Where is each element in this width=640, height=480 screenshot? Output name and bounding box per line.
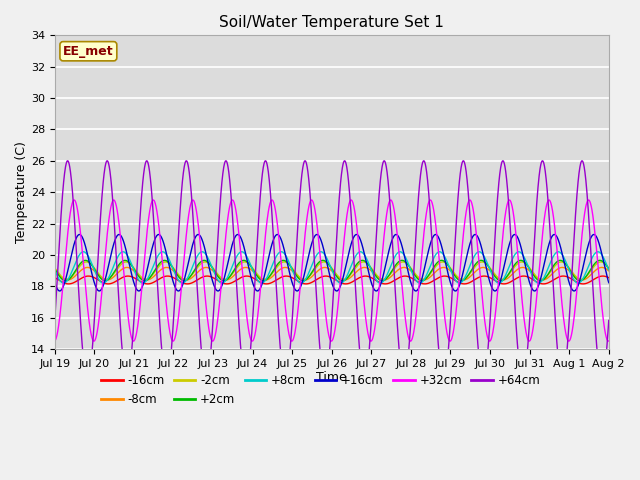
- +64cm: [263, 162, 271, 168]
- +32cm: [115, 214, 122, 219]
- -16cm: [65, 281, 72, 287]
- -2cm: [287, 264, 295, 270]
- -8cm: [263, 277, 271, 283]
- -2cm: [264, 276, 271, 281]
- -16cm: [51, 275, 59, 280]
- -8cm: [287, 267, 295, 273]
- +64cm: [114, 283, 122, 288]
- Text: EE_met: EE_met: [63, 45, 114, 58]
- -8cm: [147, 276, 155, 282]
- -8cm: [534, 276, 542, 282]
- -16cm: [534, 280, 542, 286]
- -16cm: [595, 274, 602, 280]
- +16cm: [51, 280, 59, 286]
- +64cm: [499, 158, 507, 164]
- +32cm: [595, 265, 602, 271]
- +64cm: [534, 179, 542, 184]
- -16cm: [605, 275, 612, 280]
- +16cm: [95, 288, 103, 294]
- +2cm: [534, 277, 542, 283]
- +64cm: [321, 377, 329, 383]
- -2cm: [201, 259, 209, 265]
- -8cm: [499, 277, 507, 283]
- Line: +16cm: +16cm: [55, 235, 609, 291]
- +32cm: [70, 197, 78, 203]
- +64cm: [595, 360, 602, 366]
- Title: Soil/Water Temperature Set 1: Soil/Water Temperature Set 1: [220, 15, 444, 30]
- +8cm: [595, 249, 602, 255]
- +2cm: [81, 257, 89, 263]
- -2cm: [595, 260, 602, 265]
- -8cm: [595, 265, 602, 271]
- +2cm: [605, 266, 612, 272]
- Line: +32cm: +32cm: [55, 200, 609, 341]
- Line: -2cm: -2cm: [55, 262, 609, 279]
- +8cm: [147, 269, 155, 275]
- -2cm: [380, 276, 387, 282]
- +64cm: [287, 332, 295, 338]
- +2cm: [264, 276, 271, 282]
- -16cm: [287, 275, 295, 280]
- -8cm: [114, 270, 122, 276]
- +16cm: [115, 232, 122, 238]
- Line: +64cm: +64cm: [55, 161, 609, 380]
- +8cm: [51, 267, 59, 273]
- +64cm: [605, 318, 612, 324]
- -8cm: [605, 268, 612, 274]
- +8cm: [287, 264, 295, 270]
- +8cm: [574, 280, 582, 286]
- +16cm: [605, 280, 612, 286]
- -2cm: [534, 276, 542, 281]
- +2cm: [288, 265, 296, 271]
- Y-axis label: Temperature (C): Temperature (C): [15, 141, 28, 243]
- +2cm: [51, 266, 59, 272]
- +2cm: [115, 263, 122, 269]
- +32cm: [446, 338, 454, 344]
- +16cm: [471, 232, 479, 238]
- -16cm: [115, 277, 122, 283]
- -16cm: [441, 273, 449, 279]
- -2cm: [114, 265, 122, 271]
- Line: +8cm: +8cm: [55, 252, 609, 283]
- Line: -8cm: -8cm: [55, 267, 609, 280]
- +8cm: [534, 280, 542, 286]
- +16cm: [534, 283, 542, 288]
- +16cm: [595, 238, 602, 244]
- +32cm: [147, 202, 155, 207]
- +32cm: [605, 338, 612, 344]
- +16cm: [147, 250, 155, 256]
- Line: -16cm: -16cm: [55, 276, 609, 284]
- Line: +2cm: +2cm: [55, 260, 609, 281]
- +64cm: [51, 318, 59, 324]
- +32cm: [264, 216, 271, 221]
- +32cm: [287, 338, 295, 344]
- +8cm: [396, 249, 404, 254]
- +2cm: [147, 273, 155, 279]
- +8cm: [605, 267, 612, 273]
- -16cm: [147, 280, 155, 286]
- -16cm: [264, 281, 271, 287]
- +32cm: [51, 338, 59, 344]
- +8cm: [263, 274, 271, 280]
- +16cm: [264, 260, 271, 266]
- +32cm: [534, 274, 542, 280]
- -2cm: [605, 265, 612, 271]
- Legend: -16cm, -8cm, -2cm, +2cm, +8cm, +16cm, +32cm, +64cm: -16cm, -8cm, -2cm, +2cm, +8cm, +16cm, +3…: [101, 374, 540, 406]
- -8cm: [51, 268, 59, 274]
- +2cm: [260, 278, 268, 284]
- +16cm: [287, 277, 295, 283]
- -2cm: [51, 265, 59, 271]
- -2cm: [147, 274, 155, 279]
- -8cm: [321, 264, 329, 270]
- +8cm: [114, 254, 122, 260]
- +2cm: [595, 258, 602, 264]
- X-axis label: Time: Time: [316, 372, 347, 384]
- +64cm: [147, 180, 155, 186]
